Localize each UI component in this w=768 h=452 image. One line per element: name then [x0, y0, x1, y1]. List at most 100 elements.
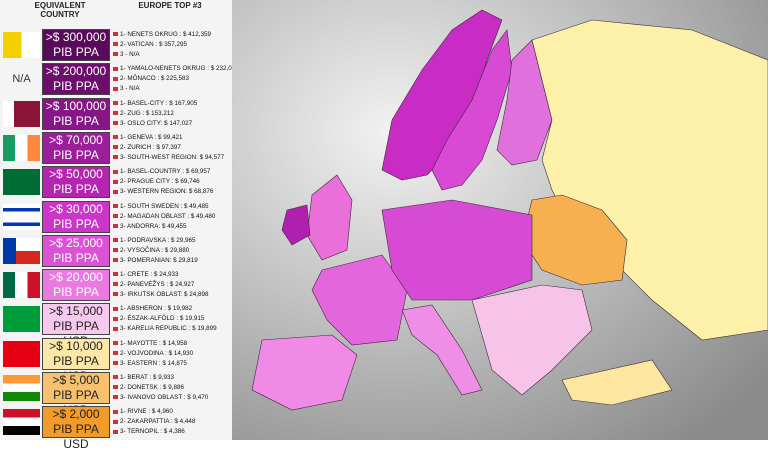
top-entry: 2- DONETSK : $ 9,886: [113, 383, 208, 393]
top-entry: 3- KARELIA REPUBLIC : $ 19,899: [113, 324, 217, 334]
turkey: [561, 359, 673, 406]
page: EQUIVALENT COUNTRY EUROPE TOP #3 >$ 300,…: [0, 0, 768, 440]
top-entry: 1- SOUTH SWEDEN : $ 49,485: [113, 202, 215, 212]
country-flag: [3, 272, 40, 299]
top-entry: 2- MÔNACO : $ 225,583: [113, 74, 239, 84]
italy: [401, 304, 483, 396]
top-list: 1- CRETE : $ 24,933 2- PANEVĖŽYS : $ 24,9…: [113, 270, 209, 300]
country-flag: [3, 134, 40, 161]
country-flag: [3, 203, 40, 230]
russia: [531, 19, 768, 341]
top-entry: 2- VOJVODINA : $ 14,930: [113, 349, 193, 359]
country-flag: [3, 32, 40, 58]
threshold: >$ 50,000: [49, 167, 103, 182]
top-list: 1- PODRAVSKA : $ 29,965 2- VYSOČINA : $ 2…: [113, 236, 198, 266]
top-entry: 1- YAMALO-NENETS OKRUG : $ 232,061: [113, 64, 239, 74]
france: [311, 254, 408, 346]
top-list: 1- YAMALO-NENETS OKRUG : $ 232,061 2- MÔN…: [113, 64, 239, 94]
threshold: >$ 300,000: [45, 30, 107, 44]
top-list: 1- BASEL-CITY : $ 167,905 2- ZUG : $ 153,…: [113, 99, 197, 129]
country-flag: [3, 169, 40, 196]
country-flag: [3, 409, 40, 436]
country-flag: N/A: [12, 73, 31, 86]
legend: EQUIVALENT COUNTRY EUROPE TOP #3 >$ 300,…: [0, 0, 239, 451]
top-entry: 1- GENEVA : $ 99,421: [113, 133, 224, 143]
top-entry: 3- POMERANIAN: $ 29,819: [113, 256, 198, 266]
threshold: >$ 20,000: [49, 270, 103, 285]
top-entry: 1- RIVNE : $ 4,960: [113, 407, 195, 417]
central-europe: [381, 199, 533, 301]
top-entry: 2- MAGADAN OBLAST : $ 49,480: [113, 212, 215, 222]
legend-row: >$ 2,000 PIB PPA USD 1- RIVNE : $ 4,960 2- …: [0, 405, 232, 451]
top-entry: 3- IRKUTSK OBLAST: $ 24,898: [113, 290, 209, 300]
top-entry: 1- MAYOTTE : $ 14,958: [113, 339, 193, 349]
country-flag: [3, 340, 40, 367]
top-entry: 2- PANEVĖŽYS : $ 24,927: [113, 280, 209, 290]
top-list: 1- ABSHERON : $ 19,982 2- ÉSZAK-ALFÖLD : …: [113, 304, 217, 334]
top-list: 1- NENETS OKRUG : $ 412,359 2- VATICAN : …: [113, 30, 211, 60]
top-list: 1- MAYOTTE : $ 14,958 2- VOJVODINA : $ 14…: [113, 339, 193, 369]
threshold: >$ 100,000: [45, 98, 107, 113]
header-country: EQUIVALENT COUNTRY: [34, 1, 86, 19]
unit: PIB PPA USD: [53, 422, 99, 452]
top-entry: 3- WESTERN REGION: $ 68,876: [113, 187, 213, 197]
top-list: 1- RIVNE : $ 4,960 2- ZAKARPATTIA : $ 4,4…: [113, 407, 195, 437]
top-entry: 2- ZUG : $ 153,212: [113, 109, 197, 119]
threshold: >$ 15,000: [49, 304, 103, 319]
norway: [381, 9, 503, 181]
country-flag: [3, 306, 40, 333]
top-list: 1- GENEVA : $ 99,421 2- ZURICH : $ 97,397…: [113, 133, 224, 163]
ireland: [281, 204, 311, 246]
top-entry: 3- SOUTH-WEST REGION: $ 94,577: [113, 153, 224, 163]
map: [232, 0, 768, 440]
top-entry: 3- EASTERN : $ 14,875: [113, 359, 193, 369]
threshold-box: >$ 2,000 PIB PPA USD: [42, 406, 110, 451]
top-entry: 3 - N/A: [113, 50, 211, 60]
top-entry: 2- ÉSZAK-ALFÖLD : $ 19,915: [113, 314, 217, 324]
top-entry: 3 - N/A: [113, 84, 239, 94]
top-entry: 2- ZURICH : $ 97,397: [113, 143, 224, 153]
country-flag: [3, 100, 40, 127]
threshold: >$ 30,000: [49, 201, 103, 216]
top-entry: 2- ZAKARPATTIA : $ 4,448: [113, 417, 195, 427]
top-entry: 3- ANDORRA: $ 49,455: [113, 222, 215, 232]
threshold: >$ 25,000: [49, 235, 103, 250]
top-list: 1- BASEL-COUNTRY : $ 69,957 2- PRAGUE CIT…: [113, 167, 213, 197]
balkans: [471, 284, 593, 396]
top-entry: 1- BASEL-COUNTRY : $ 69,957: [113, 167, 213, 177]
country-flag: [3, 375, 40, 401]
country-flag: [3, 237, 40, 264]
threshold: >$ 70,000: [49, 132, 103, 147]
top-entry: 2- VATICAN : $ 357,295: [113, 40, 211, 50]
top-entry: 1- ABSHERON : $ 19,982: [113, 304, 217, 314]
top-entry: 1- BERAT : $ 9,933: [113, 373, 208, 383]
threshold: >$ 2,000: [52, 407, 100, 422]
top-entry: 2- VYSOČINA : $ 29,880: [113, 246, 198, 256]
top-entry: 3- OSLO CITY: $ 147,027: [113, 119, 197, 129]
threshold: >$ 10,000: [49, 338, 103, 353]
top-entry: 1- NENETS OKRUG : $ 412,359: [113, 30, 211, 40]
top-entry: 1- PODRAVSKA : $ 29,965: [113, 236, 198, 246]
iberia: [251, 334, 358, 411]
threshold: >$ 200,000: [45, 64, 107, 79]
